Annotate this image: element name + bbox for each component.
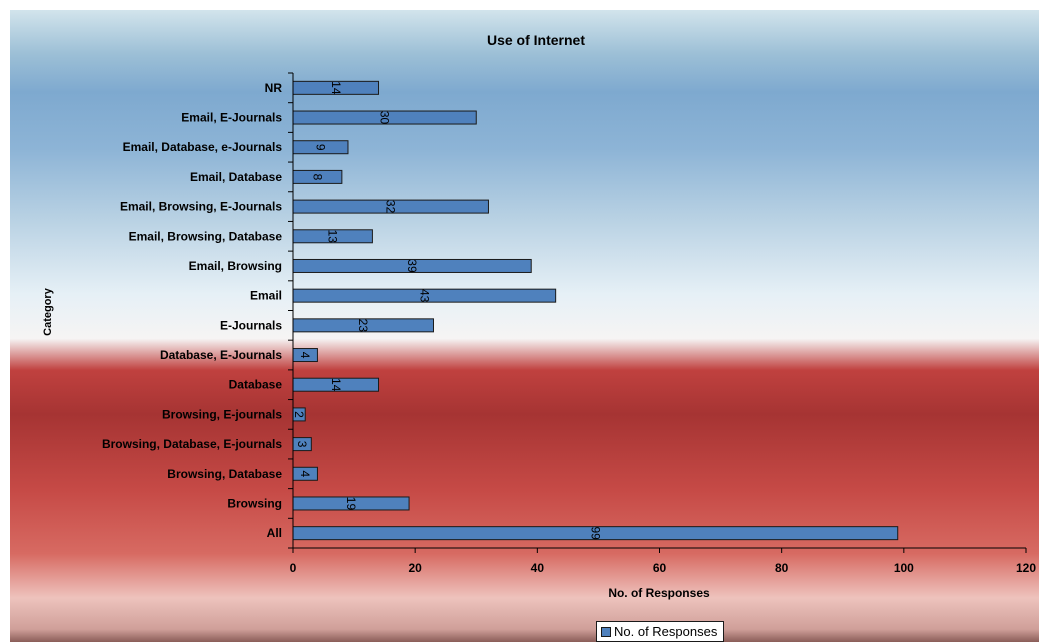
data-label: 14: [329, 378, 343, 392]
chart-title: Use of Internet: [487, 32, 585, 48]
x-tick-label: 20: [408, 561, 422, 575]
category-label: E-Journals: [220, 318, 282, 332]
data-label: 4: [298, 352, 312, 359]
category-label: Email, Database, e-Journals: [123, 140, 283, 154]
x-tick-label: 120: [1016, 561, 1036, 575]
category-label: Database, E-Journals: [160, 348, 282, 362]
category-label: Email, Browsing, Database: [129, 229, 283, 243]
category-label: Browsing, E-journals: [162, 407, 282, 421]
data-label: 4: [298, 470, 312, 477]
data-label: 9: [313, 144, 327, 151]
category-label: All: [267, 526, 282, 540]
data-label: 2: [292, 411, 306, 418]
data-label: 30: [378, 111, 392, 125]
data-label: 14: [329, 81, 343, 95]
category-label: NR: [265, 81, 283, 95]
data-label: 13: [326, 230, 340, 244]
category-label: Email, Browsing: [189, 259, 282, 273]
legend-swatch: [601, 626, 611, 637]
x-tick-label: 40: [531, 561, 545, 575]
data-label: 23: [356, 319, 370, 333]
category-label: Database: [229, 378, 283, 392]
category-label: Email, E-Journals: [181, 111, 282, 125]
data-label: 32: [384, 200, 398, 214]
legend-label: No. of Responses: [614, 624, 718, 639]
data-label: 43: [417, 289, 431, 303]
x-tick-label: 80: [775, 561, 789, 575]
y-axis-label: Category: [42, 287, 54, 336]
data-label: 39: [405, 259, 419, 273]
data-label: 8: [310, 174, 324, 181]
category-label: Email, Database: [190, 170, 282, 184]
data-label: 3: [295, 441, 309, 448]
x-tick-label: 60: [653, 561, 667, 575]
x-tick-label: 100: [894, 561, 914, 575]
legend: No. of Responses: [596, 621, 725, 642]
data-label: 99: [588, 526, 602, 540]
category-label: Browsing: [227, 496, 282, 510]
category-label: Email, Browsing, E-Journals: [120, 200, 282, 214]
category-label: Browsing, Database, E-journals: [102, 437, 282, 451]
x-tick-label: 0: [290, 561, 297, 575]
category-label: Browsing, Database: [167, 467, 282, 481]
x-axis-label: No. of Responses: [608, 586, 710, 600]
data-label: 19: [344, 497, 358, 511]
category-label: Email: [250, 289, 282, 303]
